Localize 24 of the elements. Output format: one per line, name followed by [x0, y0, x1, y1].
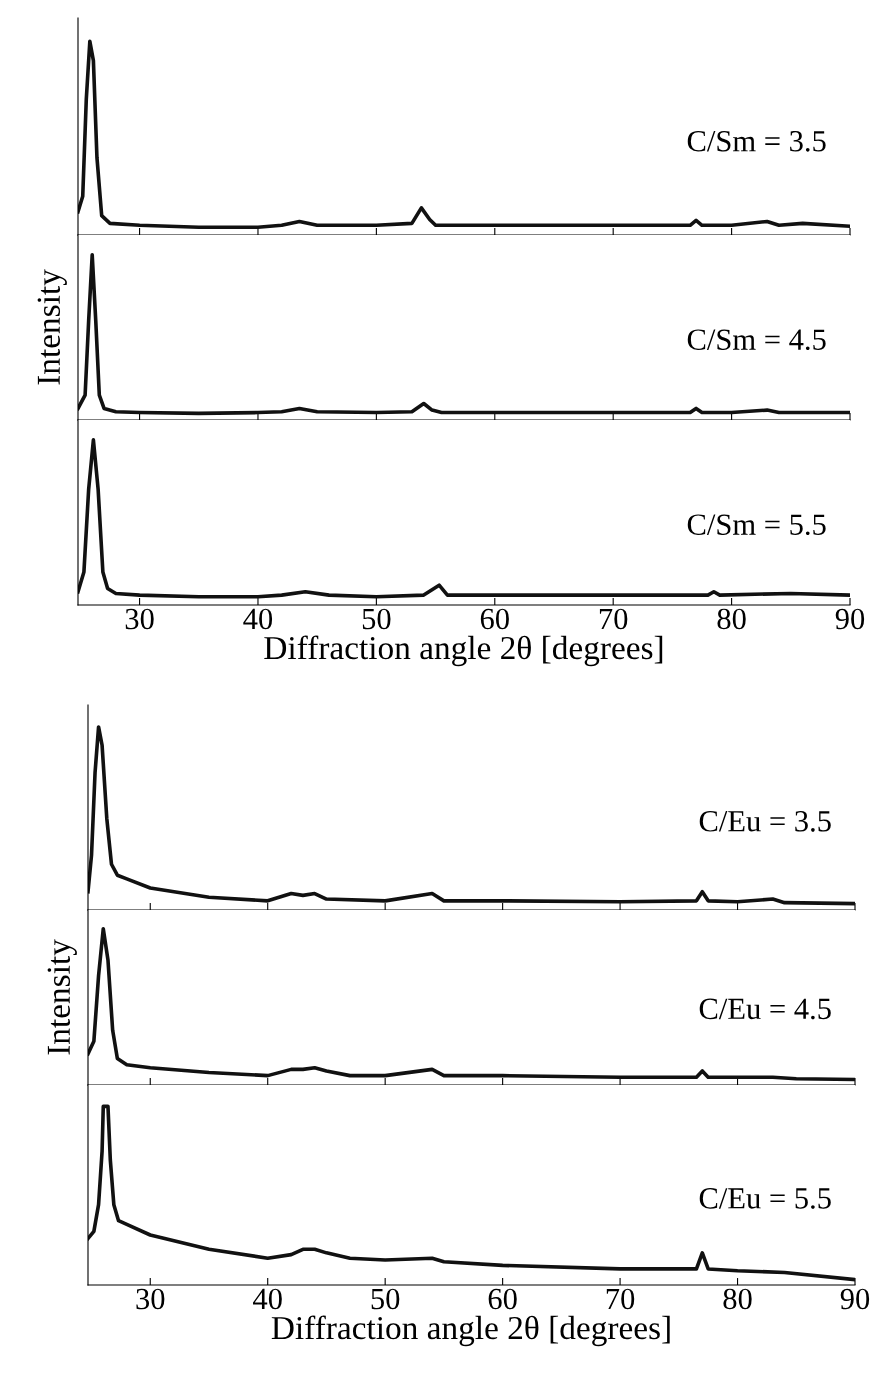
annotation: C/Eu = 3.5	[699, 811, 831, 832]
annotation: C/Sm = 4.5	[687, 329, 826, 351]
x-tick-label: 30	[136, 1288, 165, 1310]
annotation: C/Sm = 3.5	[687, 130, 826, 152]
x-tick-label: 60	[480, 608, 509, 630]
annotation: C/Eu = 5.5	[699, 1188, 831, 1209]
x-tick-label: 80	[723, 1288, 752, 1310]
x-tick-label: 90	[835, 608, 865, 630]
x-tick-label: 80	[717, 608, 746, 630]
y-axis-title: Intensity	[47, 939, 77, 1055]
x-tick-label: 40	[253, 1288, 282, 1310]
y-axis-title: Intensity	[37, 269, 67, 385]
annotation: C/Sm = 5.5	[687, 514, 826, 536]
x-tick-label: 70	[606, 1288, 635, 1310]
x-tick-label: 30	[125, 608, 154, 630]
x-tick-label: 50	[362, 608, 391, 630]
x-axis-title: Diffraction angle 2θ [degrees]	[271, 1315, 670, 1347]
x-tick-label: 60	[488, 1288, 517, 1310]
x-tick-label: 70	[599, 608, 628, 630]
x-tick-label: 50	[371, 1288, 400, 1310]
annotation: C/Eu = 4.5	[699, 998, 831, 1020]
x-axis-title: Diffraction angle 2θ [degrees]	[264, 635, 663, 667]
x-tick-label: 90	[840, 1288, 870, 1310]
x-tick-label: 40	[243, 608, 273, 630]
